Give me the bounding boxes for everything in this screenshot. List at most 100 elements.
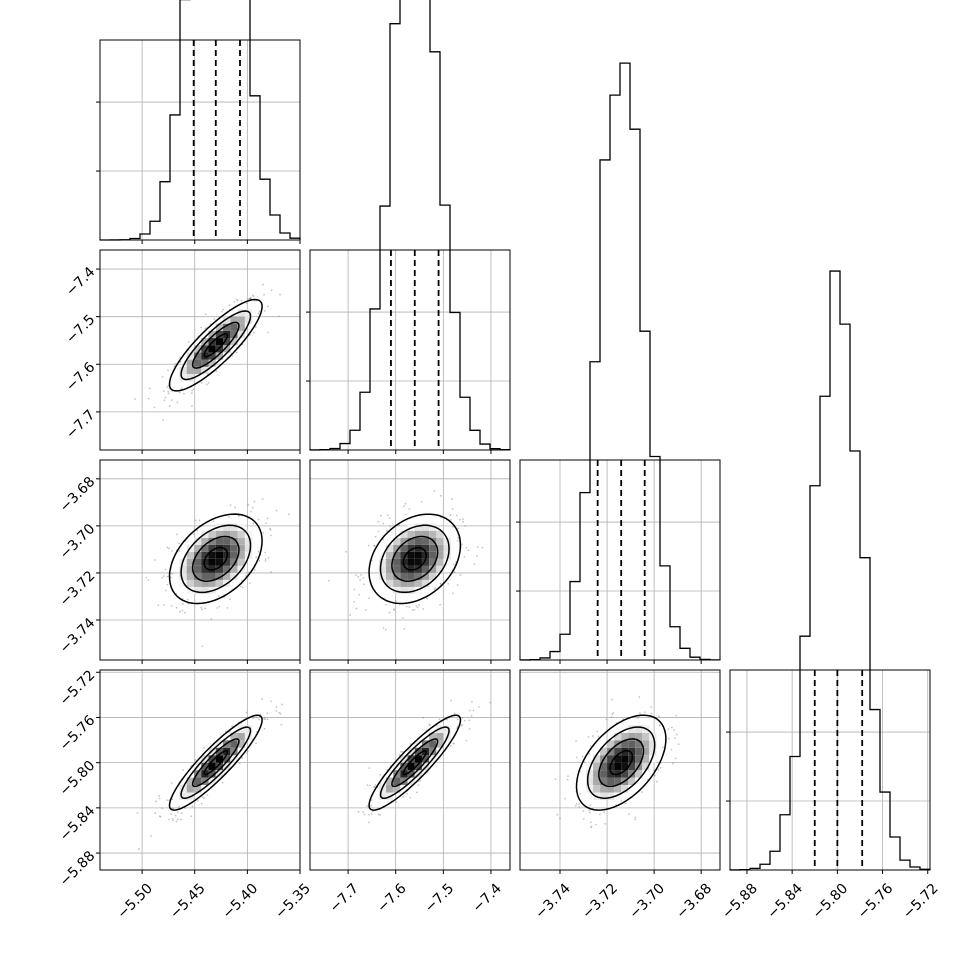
scatter-point	[279, 712, 282, 715]
scatter-point	[358, 593, 361, 596]
scatter-point	[287, 513, 290, 516]
panel-frame	[99, 459, 301, 661]
scatter-point	[385, 603, 387, 606]
scatter-point	[154, 559, 157, 561]
scatter-point	[174, 814, 177, 817]
scatter-point	[567, 775, 569, 778]
scatter-point	[374, 784, 377, 787]
scatter-point	[176, 401, 179, 404]
density-cell	[208, 755, 216, 763]
density-cell	[230, 732, 238, 741]
scatter-point	[275, 509, 278, 512]
scatter-point	[178, 806, 180, 808]
scatter-point	[400, 750, 402, 753]
scatter-point	[226, 607, 229, 609]
scatter-point	[588, 809, 590, 812]
scatter-point	[161, 807, 164, 810]
scatter-point	[166, 575, 169, 578]
density-cell	[237, 316, 245, 324]
scatter-point	[263, 727, 266, 730]
density-cell	[407, 755, 415, 763]
scatter-point	[367, 821, 370, 824]
contour-3-0-3	[168, 714, 263, 811]
density-cell	[621, 740, 629, 748]
y-tick-label: −3.72	[57, 568, 99, 610]
density-cell	[378, 551, 387, 559]
scatter-point	[403, 505, 405, 508]
density-cell	[429, 551, 437, 559]
scatter-point	[667, 737, 670, 740]
scatter-point	[277, 315, 280, 318]
scatter-point	[418, 604, 421, 606]
x-tick-label: −5.50	[114, 881, 156, 923]
scatter-point	[582, 818, 585, 820]
scatter-point	[389, 525, 391, 528]
contour-2-0-3	[168, 513, 263, 605]
scatter-point	[263, 718, 266, 720]
density-cell	[414, 558, 422, 566]
scatter-point	[198, 519, 201, 522]
density-cell	[230, 530, 238, 538]
scatter-point	[603, 811, 606, 814]
panel-frame	[309, 669, 511, 871]
density-cell	[215, 762, 224, 771]
scatter-point	[677, 743, 680, 746]
density-cell	[421, 544, 430, 552]
density-cell	[223, 537, 231, 545]
scatter-point	[368, 784, 371, 787]
density-cell	[208, 352, 216, 360]
density-cell	[414, 579, 422, 587]
scatter-point	[597, 735, 600, 738]
scatter-point	[433, 588, 436, 591]
scatter-point	[592, 735, 594, 737]
scatter-point	[147, 579, 150, 582]
scatter-point	[461, 724, 464, 726]
scatter-point	[650, 705, 652, 708]
scatter-point	[362, 577, 365, 579]
density-cell	[193, 572, 202, 580]
density-cell	[215, 551, 224, 559]
contour-1-0-1	[191, 321, 240, 369]
scatter-point	[409, 796, 412, 799]
scatter-point	[468, 719, 471, 722]
scatter-point	[264, 560, 267, 562]
scatter-point	[259, 713, 262, 716]
scatter-point	[229, 504, 232, 507]
scatter-point	[357, 810, 360, 813]
contour-3-2-3	[575, 714, 667, 811]
points-2-0	[145, 498, 290, 648]
scatter-point	[269, 527, 271, 530]
scatter-point	[384, 628, 387, 631]
density-cell	[208, 544, 216, 552]
density-cell	[621, 762, 629, 771]
points-3-2	[554, 696, 680, 829]
scatter-point	[166, 546, 169, 549]
scatter-point	[589, 804, 592, 807]
density-cell	[614, 785, 622, 793]
density-cell	[237, 323, 245, 331]
contour-2-1-3	[368, 513, 462, 605]
density-cell	[201, 366, 209, 374]
scatter-point	[247, 298, 250, 301]
density-cell	[614, 777, 622, 786]
density-cell	[429, 740, 437, 748]
density-cell	[414, 755, 422, 763]
scatter-point	[382, 627, 385, 630]
scatter-point	[413, 608, 416, 611]
scatter-point	[425, 597, 428, 600]
scatter-point	[261, 698, 264, 700]
scatter-point	[266, 305, 269, 308]
scatter-point	[661, 746, 664, 749]
density-cell	[414, 551, 422, 559]
scatter-point	[170, 399, 173, 402]
scatter-point	[255, 556, 258, 559]
scatter-point	[476, 546, 479, 548]
scatter-point	[157, 604, 160, 607]
density-cell	[614, 747, 622, 756]
density-cell	[193, 537, 202, 545]
scatter-point	[449, 745, 452, 747]
density-cell	[421, 558, 430, 566]
scatter-point	[462, 520, 464, 523]
density-cell	[607, 770, 615, 778]
density-cell	[407, 551, 415, 559]
